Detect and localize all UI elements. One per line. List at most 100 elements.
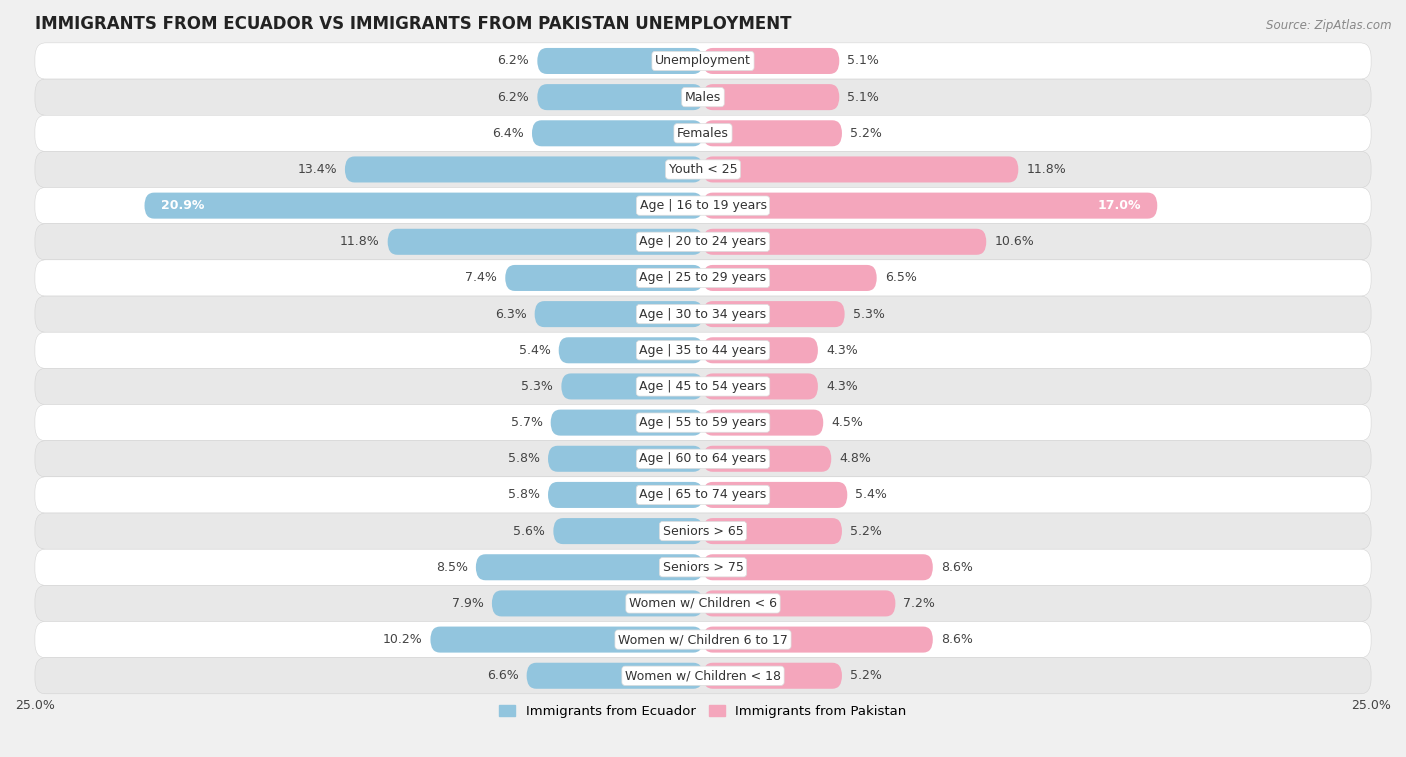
FancyBboxPatch shape: [35, 332, 1371, 369]
Text: 5.8%: 5.8%: [508, 488, 540, 501]
FancyBboxPatch shape: [703, 84, 839, 111]
Text: Source: ZipAtlas.com: Source: ZipAtlas.com: [1267, 19, 1392, 32]
Text: Women w/ Children < 18: Women w/ Children < 18: [626, 669, 780, 682]
Text: Age | 45 to 54 years: Age | 45 to 54 years: [640, 380, 766, 393]
FancyBboxPatch shape: [35, 151, 1371, 188]
FancyBboxPatch shape: [35, 224, 1371, 260]
Text: 4.3%: 4.3%: [825, 344, 858, 357]
Text: 6.5%: 6.5%: [884, 272, 917, 285]
FancyBboxPatch shape: [388, 229, 703, 255]
Text: 20.9%: 20.9%: [160, 199, 204, 212]
Text: Females: Females: [678, 126, 728, 140]
FancyBboxPatch shape: [703, 554, 932, 581]
FancyBboxPatch shape: [492, 590, 703, 616]
Text: Unemployment: Unemployment: [655, 55, 751, 67]
FancyBboxPatch shape: [35, 585, 1371, 621]
Text: 17.0%: 17.0%: [1098, 199, 1142, 212]
Text: 5.1%: 5.1%: [848, 55, 879, 67]
Text: Seniors > 75: Seniors > 75: [662, 561, 744, 574]
Text: 8.6%: 8.6%: [941, 561, 973, 574]
FancyBboxPatch shape: [35, 477, 1371, 513]
Text: 5.1%: 5.1%: [848, 91, 879, 104]
FancyBboxPatch shape: [35, 513, 1371, 549]
Text: 5.4%: 5.4%: [855, 488, 887, 501]
Text: 7.2%: 7.2%: [904, 597, 935, 610]
Text: Women w/ Children < 6: Women w/ Children < 6: [628, 597, 778, 610]
Text: IMMIGRANTS FROM ECUADOR VS IMMIGRANTS FROM PAKISTAN UNEMPLOYMENT: IMMIGRANTS FROM ECUADOR VS IMMIGRANTS FR…: [35, 15, 792, 33]
FancyBboxPatch shape: [35, 621, 1371, 658]
FancyBboxPatch shape: [558, 338, 703, 363]
FancyBboxPatch shape: [703, 590, 896, 616]
Text: Age | 25 to 29 years: Age | 25 to 29 years: [640, 272, 766, 285]
FancyBboxPatch shape: [35, 188, 1371, 224]
FancyBboxPatch shape: [703, 482, 848, 508]
FancyBboxPatch shape: [35, 115, 1371, 151]
FancyBboxPatch shape: [531, 120, 703, 146]
Text: 13.4%: 13.4%: [297, 163, 337, 176]
Text: Age | 55 to 59 years: Age | 55 to 59 years: [640, 416, 766, 429]
Text: 7.4%: 7.4%: [465, 272, 498, 285]
FancyBboxPatch shape: [35, 43, 1371, 79]
Text: 10.6%: 10.6%: [994, 235, 1033, 248]
FancyBboxPatch shape: [35, 404, 1371, 441]
FancyBboxPatch shape: [703, 446, 831, 472]
FancyBboxPatch shape: [35, 369, 1371, 404]
Text: 4.5%: 4.5%: [831, 416, 863, 429]
Text: 10.2%: 10.2%: [382, 633, 422, 646]
Text: Age | 30 to 34 years: Age | 30 to 34 years: [640, 307, 766, 321]
Text: 8.5%: 8.5%: [436, 561, 468, 574]
FancyBboxPatch shape: [430, 627, 703, 653]
Text: 7.9%: 7.9%: [451, 597, 484, 610]
Text: 5.3%: 5.3%: [852, 307, 884, 321]
FancyBboxPatch shape: [35, 549, 1371, 585]
Text: Age | 65 to 74 years: Age | 65 to 74 years: [640, 488, 766, 501]
Text: Males: Males: [685, 91, 721, 104]
Text: 11.8%: 11.8%: [340, 235, 380, 248]
FancyBboxPatch shape: [703, 373, 818, 400]
Text: Youth < 25: Youth < 25: [669, 163, 737, 176]
Text: 5.6%: 5.6%: [513, 525, 546, 537]
Text: 5.8%: 5.8%: [508, 452, 540, 466]
FancyBboxPatch shape: [505, 265, 703, 291]
FancyBboxPatch shape: [561, 373, 703, 400]
FancyBboxPatch shape: [145, 192, 703, 219]
Text: 8.6%: 8.6%: [941, 633, 973, 646]
FancyBboxPatch shape: [534, 301, 703, 327]
Text: Age | 35 to 44 years: Age | 35 to 44 years: [640, 344, 766, 357]
FancyBboxPatch shape: [35, 296, 1371, 332]
FancyBboxPatch shape: [475, 554, 703, 581]
Text: Women w/ Children 6 to 17: Women w/ Children 6 to 17: [619, 633, 787, 646]
FancyBboxPatch shape: [703, 229, 986, 255]
FancyBboxPatch shape: [703, 120, 842, 146]
FancyBboxPatch shape: [537, 48, 703, 74]
Legend: Immigrants from Ecuador, Immigrants from Pakistan: Immigrants from Ecuador, Immigrants from…: [494, 699, 912, 723]
FancyBboxPatch shape: [35, 658, 1371, 694]
Text: 4.3%: 4.3%: [825, 380, 858, 393]
FancyBboxPatch shape: [35, 79, 1371, 115]
Text: 5.7%: 5.7%: [510, 416, 543, 429]
FancyBboxPatch shape: [35, 260, 1371, 296]
FancyBboxPatch shape: [344, 157, 703, 182]
Text: Age | 16 to 19 years: Age | 16 to 19 years: [640, 199, 766, 212]
FancyBboxPatch shape: [703, 48, 839, 74]
FancyBboxPatch shape: [703, 265, 877, 291]
FancyBboxPatch shape: [703, 662, 842, 689]
FancyBboxPatch shape: [35, 441, 1371, 477]
FancyBboxPatch shape: [554, 518, 703, 544]
FancyBboxPatch shape: [703, 338, 818, 363]
FancyBboxPatch shape: [527, 662, 703, 689]
FancyBboxPatch shape: [548, 446, 703, 472]
FancyBboxPatch shape: [703, 410, 824, 435]
Text: 11.8%: 11.8%: [1026, 163, 1066, 176]
Text: 5.4%: 5.4%: [519, 344, 551, 357]
FancyBboxPatch shape: [703, 192, 1157, 219]
FancyBboxPatch shape: [703, 301, 845, 327]
Text: 5.2%: 5.2%: [851, 669, 882, 682]
Text: Age | 60 to 64 years: Age | 60 to 64 years: [640, 452, 766, 466]
FancyBboxPatch shape: [537, 84, 703, 111]
FancyBboxPatch shape: [703, 157, 1018, 182]
FancyBboxPatch shape: [703, 627, 932, 653]
Text: 5.2%: 5.2%: [851, 525, 882, 537]
Text: 4.8%: 4.8%: [839, 452, 872, 466]
Text: 6.3%: 6.3%: [495, 307, 527, 321]
